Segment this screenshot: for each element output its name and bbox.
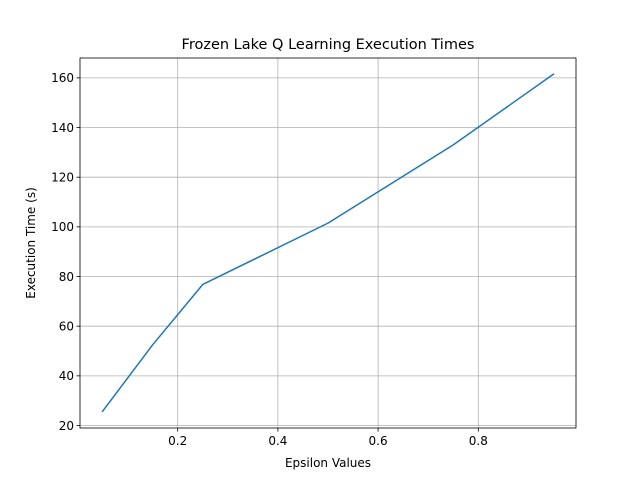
y-tick-label: 60 <box>59 319 74 333</box>
y-tick-label: 80 <box>59 270 74 284</box>
y-tick-label: 100 <box>51 220 74 234</box>
series-layer <box>101 73 555 413</box>
chart-title: Frozen Lake Q Learning Execution Times <box>182 37 475 53</box>
y-tick-label: 20 <box>59 419 74 433</box>
series-line <box>101 73 555 413</box>
plot-frame <box>79 57 577 429</box>
y-tick-label: 140 <box>51 121 74 135</box>
y-tick-label: 40 <box>59 369 74 383</box>
y-axis-label: Execution Time (s) <box>24 187 38 299</box>
x-tick-label: 0.4 <box>268 434 287 448</box>
y-axis-ticks: 20 40 60 80 100 120 140 160 <box>51 71 80 433</box>
y-tick-label: 120 <box>51 170 74 184</box>
x-axis-ticks: 0.2 0.4 0.6 0.8 <box>168 428 488 448</box>
x-axis-label: Epsilon Values <box>285 456 371 470</box>
x-tick-label: 0.2 <box>168 434 187 448</box>
x-tick-label: 0.6 <box>369 434 388 448</box>
grid <box>80 58 576 428</box>
y-tick-label: 160 <box>51 71 74 85</box>
x-tick-label: 0.8 <box>469 434 488 448</box>
